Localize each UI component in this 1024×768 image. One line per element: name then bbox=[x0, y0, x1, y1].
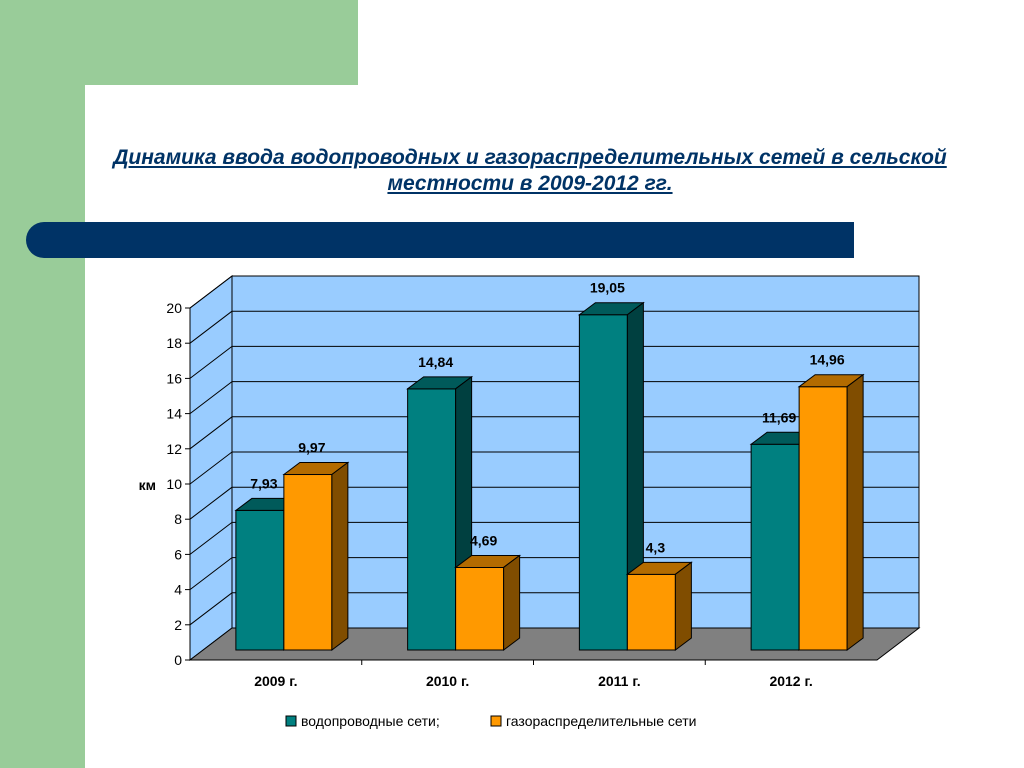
y-tick-label: 12 bbox=[166, 441, 182, 457]
y-tick-label: 16 bbox=[166, 370, 182, 386]
slide-title: Динамика ввода водопроводных и газораспр… bbox=[113, 146, 947, 195]
y-tick-label: 10 bbox=[166, 476, 182, 492]
y-tick-label: 14 bbox=[166, 406, 182, 422]
gridline-side bbox=[189, 416, 233, 450]
bar-front-face bbox=[407, 388, 457, 651]
bar bbox=[454, 554, 522, 651]
chart-axes: 0 2 4 6 8 10 12 14 16 18 20 км 2009 г. 2010 г. 2011 г.… bbox=[139, 300, 877, 689]
x-tick-label: 2011 г. bbox=[598, 673, 641, 689]
x-tick-label: 2012 г. bbox=[769, 673, 812, 689]
bar-side-face bbox=[331, 461, 349, 651]
y-tick-label: 0 bbox=[174, 652, 182, 668]
green-side-decoration bbox=[0, 0, 85, 768]
bar-front-face bbox=[578, 314, 628, 651]
y-tick-label: 6 bbox=[174, 546, 182, 562]
bar-front-face bbox=[626, 573, 676, 651]
bar-front-face bbox=[283, 474, 333, 651]
gridline-side bbox=[189, 592, 233, 626]
legend-swatch bbox=[490, 715, 502, 727]
y-tick-label: 8 bbox=[174, 511, 182, 527]
bar-data-label: 4,3 bbox=[646, 539, 666, 555]
y-tick-label: 18 bbox=[166, 335, 182, 351]
chart-bars bbox=[234, 301, 865, 651]
bar bbox=[577, 301, 645, 651]
bar-front-face bbox=[798, 386, 848, 651]
bar-data-label: 11,69 bbox=[762, 409, 796, 425]
green-top-decoration bbox=[85, 0, 358, 85]
bar-side-face bbox=[503, 554, 521, 651]
chart-data-labels: 7,93 14,84 19,05 11,69 9,97 4,69 4,3 14,96 bbox=[250, 280, 845, 556]
bar-front-face bbox=[235, 509, 285, 651]
gridline-side bbox=[189, 275, 233, 309]
gridline-side bbox=[189, 522, 233, 555]
bar bbox=[625, 561, 693, 651]
bar-front-face bbox=[455, 566, 505, 651]
legend-label: газораспределительные сети bbox=[506, 713, 696, 729]
legend-swatch bbox=[285, 715, 297, 727]
gridline-side bbox=[189, 486, 233, 520]
bar-side-face bbox=[674, 561, 692, 651]
bar-data-label: 19,05 bbox=[590, 280, 625, 296]
legend-label: водопроводные сети; bbox=[301, 713, 440, 729]
gridline-side bbox=[189, 310, 233, 344]
bar-side-face bbox=[846, 373, 864, 651]
title-underline-band bbox=[26, 222, 854, 258]
bar-data-label: 7,93 bbox=[250, 475, 277, 491]
gridline-side bbox=[189, 381, 233, 414]
bar bbox=[797, 373, 865, 651]
bar-data-label: 14,96 bbox=[810, 352, 845, 368]
bar-data-label: 4,69 bbox=[470, 532, 497, 548]
y-tick-label: 4 bbox=[174, 582, 182, 598]
gridline-side bbox=[189, 557, 233, 590]
chart-legend: водопроводные сети; газораспределительные… bbox=[285, 713, 696, 729]
bar-data-label: 9,97 bbox=[298, 440, 325, 456]
gridline-side bbox=[189, 346, 233, 379]
bar-front-face bbox=[750, 443, 800, 651]
x-tick-label: 2010 г. bbox=[426, 673, 469, 689]
bar-data-label: 14,84 bbox=[418, 354, 453, 370]
y-axis-label: км bbox=[139, 477, 156, 493]
rounded-corner-decoration bbox=[85, 85, 205, 205]
y-tick-label: 2 bbox=[174, 617, 182, 633]
x-tick-label: 2009 г. bbox=[254, 673, 297, 689]
gridline-side bbox=[189, 451, 233, 485]
bar bbox=[282, 461, 350, 651]
y-tick-label: 20 bbox=[166, 300, 182, 316]
